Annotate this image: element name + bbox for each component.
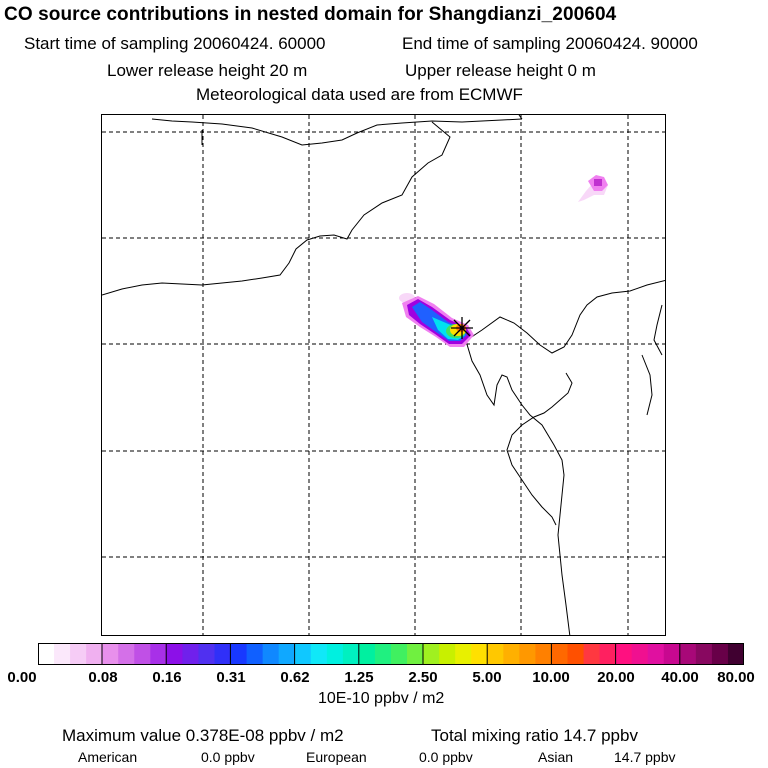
colorbar-swatch: [615, 643, 633, 665]
colorbar-swatch: [166, 643, 183, 665]
colorbar-tick-label: 0.62: [280, 669, 310, 686]
colorbar-swatch: [134, 643, 151, 665]
colorbar-swatch: [310, 643, 328, 665]
total-mixing-ratio-label: Total mixing ratio 14.7 ppbv: [431, 726, 638, 745]
colorbar-swatch: [150, 643, 167, 665]
border-line: [151, 118, 523, 146]
colorbar-tick-label: 10.00: [532, 669, 570, 686]
colorbar-swatch: [567, 643, 585, 665]
colorbar-swatch: [551, 643, 568, 665]
met-data-label: Meteorological data used are from ECMWF: [196, 85, 523, 104]
map-grid: [102, 115, 665, 635]
border-line: [465, 340, 571, 635]
colorbar-tick-label: 1.25: [344, 669, 374, 686]
colorbar-swatch: [519, 643, 536, 665]
colorbar-swatch: [118, 643, 135, 665]
upper-release-label: Upper release height 0 m: [405, 61, 596, 80]
european-label: European: [306, 749, 367, 765]
colorbar-swatch: [631, 643, 649, 665]
european-value: 0.0 ppbv: [419, 749, 473, 765]
map-panel: [101, 114, 666, 636]
colorbar-swatch: [455, 643, 472, 665]
colorbar-swatch: [727, 643, 745, 665]
colorbar-swatch: [487, 643, 504, 665]
colorbar-tick-label: 2.50: [408, 669, 438, 686]
colorbar-swatch: [647, 643, 665, 665]
border-line: [518, 115, 523, 120]
colorbar-tick-label: 40.00: [661, 669, 699, 686]
colorbar-unit-label: 10E-10 ppbv / m2: [318, 690, 445, 707]
colorbar-swatch: [503, 643, 520, 665]
colorbar-swatch: [711, 643, 729, 665]
maximum-value-label: Maximum value 0.378E-08 ppbv / m2: [62, 726, 344, 745]
colorbar-swatch: [246, 643, 264, 665]
colorbar-swatch: [471, 643, 488, 665]
colorbar-tick-label: 5.00: [472, 669, 502, 686]
colorbar-tick-label: 0.31: [216, 669, 246, 686]
colorbar: [38, 643, 745, 665]
american-label: American: [78, 749, 138, 765]
colorbar-swatch: [326, 643, 344, 665]
colorbar-swatch: [198, 643, 215, 665]
plume-field: [399, 175, 608, 347]
colorbar-swatch: [358, 643, 376, 665]
colorbar-swatch: [599, 643, 617, 665]
colorbar-swatch: [374, 643, 392, 665]
start-time-label: Start time of sampling 20060424. 60000: [24, 34, 326, 53]
colorbar-tick-label: 0.16: [152, 669, 182, 686]
colorbar-swatch: [86, 643, 103, 665]
coastlines: [102, 115, 665, 635]
colorbar-swatch: [679, 643, 697, 665]
colorbar-swatch: [262, 643, 280, 665]
colorbar-swatch: [663, 643, 681, 665]
colorbar-tick-label: 80.00: [717, 669, 755, 686]
lower-release-label: Lower release height 20 m: [107, 61, 308, 80]
colorbar-swatch: [583, 643, 601, 665]
colorbar-swatch: [214, 643, 232, 665]
map-canvas: [102, 115, 665, 635]
border-line: [641, 354, 653, 416]
border-line: [102, 121, 451, 296]
colorbar-swatches: [38, 643, 745, 665]
colorbar-swatch: [439, 643, 456, 665]
colorbar-swatch: [54, 643, 71, 665]
colorbar-swatch: [182, 643, 199, 665]
colorbar-tick-label: 0.00: [7, 669, 37, 686]
border-line: [466, 279, 665, 354]
colorbar-swatch: [535, 643, 552, 665]
border-line: [653, 304, 663, 356]
asian-value: 14.7 ppbv: [614, 749, 676, 765]
colorbar-swatch: [391, 643, 408, 665]
end-time-label: End time of sampling 20060424. 90000: [402, 34, 698, 53]
colorbar-swatch: [423, 643, 440, 665]
chart-title: CO source contributions in nested domain…: [4, 4, 617, 25]
colorbar-swatch: [695, 643, 713, 665]
colorbar-swatch: [230, 643, 248, 665]
colorbar-swatch: [38, 643, 55, 665]
colorbar-swatch: [70, 643, 87, 665]
colorbar-swatch: [407, 643, 424, 665]
colorbar-swatch: [102, 643, 119, 665]
plume-patch-core: [594, 179, 602, 186]
colorbar-tick-label: 20.00: [597, 669, 635, 686]
colorbar-swatch: [294, 643, 312, 665]
american-value: 0.0 ppbv: [201, 749, 255, 765]
colorbar-border: [38, 643, 744, 665]
border-line: [506, 372, 573, 526]
colorbar-tick-label: 0.08: [88, 669, 118, 686]
colorbar-swatch: [342, 643, 360, 665]
station-marker-icon: [451, 317, 473, 339]
asian-label: Asian: [538, 749, 574, 765]
colorbar-swatch: [278, 643, 296, 665]
